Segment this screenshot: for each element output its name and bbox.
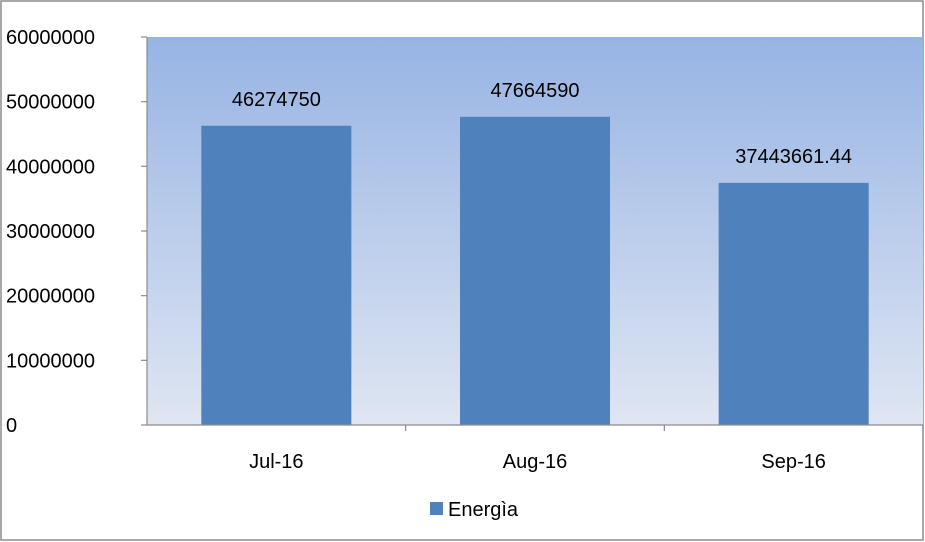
y-tick-label: 10000000: [6, 350, 95, 372]
y-axis-ticks: 0 10000000 20000000 30000000 40000000 5000000…: [6, 27, 147, 437]
bar-jul-16: [201, 125, 352, 425]
bars: [201, 116, 869, 425]
data-label-aug-16: 47664590: [491, 80, 580, 102]
y-tick-label: 60000000: [6, 27, 95, 49]
x-tick-label-aug-16: Aug-16: [503, 451, 568, 473]
legend-swatch: [430, 502, 443, 515]
y-tick-label: 50000000: [6, 92, 95, 114]
y-tick-label: 0: [6, 415, 17, 437]
y-tick-label: 30000000: [6, 221, 95, 243]
data-labels: 46274750 47664590 37443661.44: [232, 80, 852, 168]
data-label-jul-16: 46274750: [232, 89, 321, 111]
legend: Energìa: [430, 499, 519, 521]
data-label-sep-16: 37443661.44: [735, 146, 852, 168]
legend-label-energia: Energìa: [448, 499, 519, 521]
bar-sep-16: [718, 182, 869, 425]
x-axis-labels: Jul-16 Aug-16 Sep-16: [249, 425, 924, 473]
y-tick-label: 20000000: [6, 286, 95, 308]
x-tick-label-sep-16: Sep-16: [761, 451, 826, 473]
x-tick-label-jul-16: Jul-16: [249, 451, 303, 473]
y-tick-label: 40000000: [6, 156, 95, 178]
bar-aug-16: [459, 116, 611, 425]
